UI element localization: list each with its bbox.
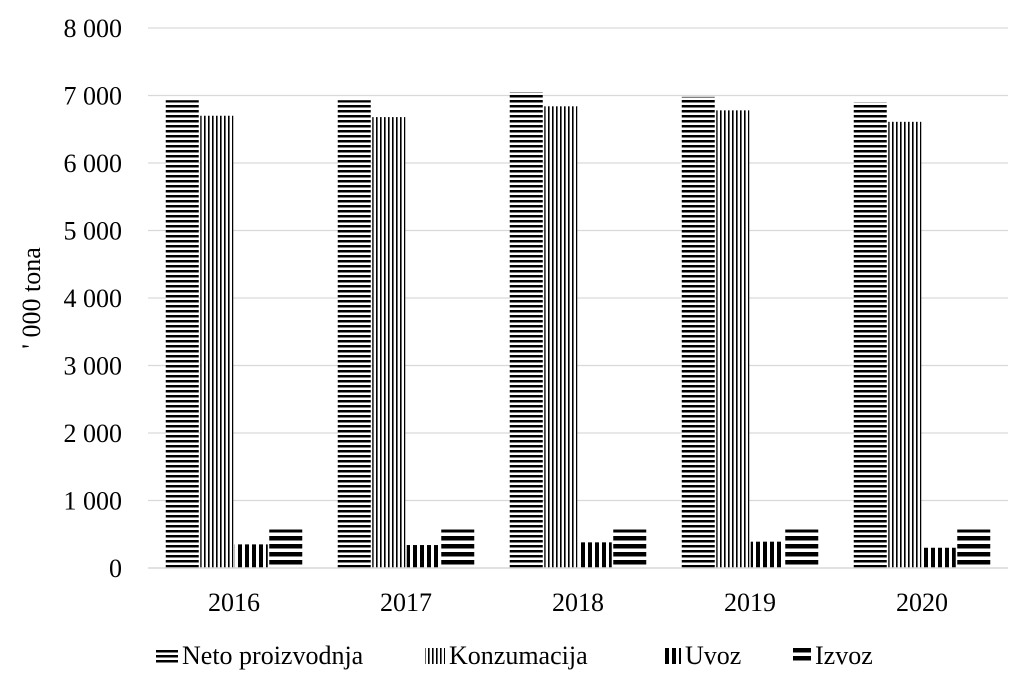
legend: Neto proizvodnja Konzumacija Uvoz Izvoz <box>156 641 873 670</box>
bar-izvoz-2019 <box>785 529 819 568</box>
y-tick-label: 8 000 <box>64 14 123 43</box>
x-tick-label: 2017 <box>380 588 432 617</box>
bar-neto-proizvodnja-2020 <box>853 102 887 568</box>
bar-konzumacija-2016 <box>200 115 234 568</box>
bar-uvoz-2017 <box>406 545 440 568</box>
legend-swatch-konzumacija <box>425 648 445 664</box>
y-axis-title: ' 000 tona <box>17 247 46 349</box>
y-tick-label: 7 000 <box>64 82 123 111</box>
bar-uvoz-2018 <box>578 542 612 568</box>
x-tick-label: 2019 <box>724 588 776 617</box>
legend-label: Uvoz <box>685 641 741 670</box>
bar-neto-proizvodnja-2018 <box>509 92 543 568</box>
legend-swatch-uvoz <box>665 648 681 664</box>
bar-izvoz-2018 <box>613 529 647 568</box>
legend-swatch-neto-proizvodnja <box>156 648 178 664</box>
y-tick-label: 5 000 <box>64 217 123 246</box>
legend-swatch-izvoz <box>793 648 811 664</box>
x-tick-label: 2018 <box>552 588 604 617</box>
legend-label: Neto proizvodnja <box>182 641 364 670</box>
bar-neto-proizvodnja-2017 <box>337 100 371 568</box>
y-tick-label: 4 000 <box>64 284 123 313</box>
y-axis-ticks: 0 1 000 2 000 3 000 4 000 5 000 6 000 7 000 8 00… <box>64 14 123 583</box>
bar-konzumacija-2018 <box>544 106 578 569</box>
bar-uvoz-2019 <box>750 541 784 568</box>
y-tick-label: 2 000 <box>64 419 123 448</box>
y-tick-label: 1 000 <box>64 487 123 516</box>
bar-neto-proizvodnja-2019 <box>681 96 715 568</box>
bar-neto-proizvodnja-2016 <box>165 100 199 568</box>
bar-izvoz-2016 <box>269 529 303 568</box>
bar-izvoz-2017 <box>441 529 475 568</box>
legend-label: Izvoz <box>815 641 873 670</box>
y-tick-label: 0 <box>109 554 122 583</box>
gridlines <box>148 27 1008 502</box>
bar-uvoz-2016 <box>234 544 268 568</box>
legend-label: Konzumacija <box>449 641 588 670</box>
bars <box>165 92 991 569</box>
bar-konzumacija-2019 <box>716 110 750 568</box>
x-axis-ticks: 2016 2017 2018 2019 2020 <box>208 588 948 617</box>
bar-konzumacija-2017 <box>372 117 406 568</box>
y-tick-label: 6 000 <box>64 149 123 178</box>
y-tick-label: 3 000 <box>64 352 123 381</box>
x-tick-label: 2020 <box>896 588 948 617</box>
bar-uvoz-2020 <box>922 547 956 568</box>
bar-izvoz-2020 <box>957 529 991 568</box>
bar-konzumacija-2020 <box>888 121 922 568</box>
x-tick-label: 2016 <box>208 588 260 617</box>
